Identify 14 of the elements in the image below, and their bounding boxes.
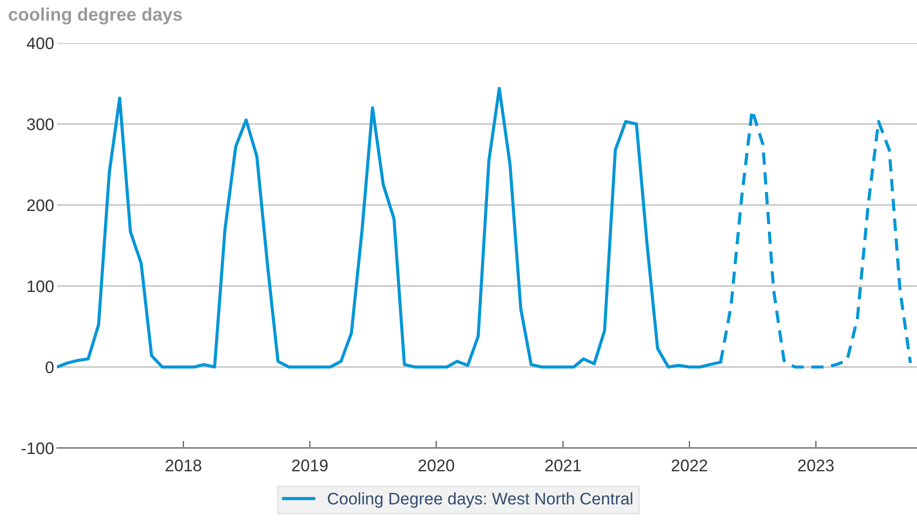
x-tick-label: 2019 [292, 460, 328, 472]
y-tick-label: -100 [22, 442, 54, 454]
x-tick-label: 2021 [545, 460, 581, 472]
y-tick-label: 200 [27, 199, 54, 212]
y-tick-label: 100 [28, 280, 54, 292]
legend-label: Cooling Degree days: West North Central [328, 492, 632, 508]
y-tick-label: 0 [46, 361, 54, 374]
x-tick-label: 2018 [166, 460, 202, 472]
chart-title: cooling degree days [8, 8, 182, 24]
x-tick-label: 2023 [798, 460, 834, 472]
y-tick-label: 400 [26, 37, 54, 50]
y-tick-label: 300 [27, 118, 54, 130]
x-tick-label: 2022 [672, 460, 708, 472]
x-tick-label: 2020 [418, 460, 454, 472]
